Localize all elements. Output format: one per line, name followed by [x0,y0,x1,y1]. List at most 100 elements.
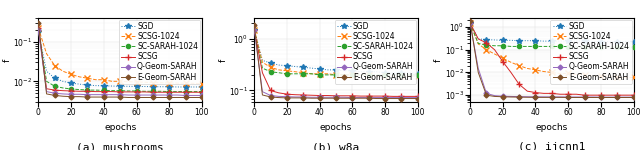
SC-SARAH-1024 [340,74,348,76]
Q-Geom-SARAH [267,95,275,96]
SC-SARAH-1024 [116,90,124,92]
Q-Geom-SARAH [190,94,198,96]
SGD [548,40,556,42]
Q-Geom-SARAH [397,97,405,99]
SCSG [300,94,307,96]
SCSG [84,90,92,92]
SC-SARAH-1024 [474,42,482,44]
E-Geom-SARAH [132,97,140,98]
Q-Geom-SARAH [308,96,316,98]
SC-SARAH-1024 [157,90,165,92]
SC-SARAH-1024 [597,46,605,48]
E-Geom-SARAH [491,96,499,97]
Q-Geom-SARAH [389,97,397,99]
SC-SARAH-1024 [300,73,307,75]
SC-SARAH-1024 [499,45,507,47]
SCSG [132,91,140,93]
SCSG [283,93,291,95]
SC-SARAH-1024 [613,46,621,48]
SCSG [483,42,490,44]
Q-Geom-SARAH [491,95,499,97]
SCSG [100,91,108,93]
SGD [373,71,381,73]
SC-SARAH-1024 [291,73,299,75]
SGD [84,84,92,86]
SCSG-1024 [406,75,413,77]
SC-SARAH-1024 [259,67,266,69]
E-Geom-SARAH [51,94,59,96]
E-Geom-SARAH [365,97,372,99]
SC-SARAH-1024 [275,72,283,74]
SGD [483,39,490,41]
SC-SARAH-1024 [507,46,515,47]
Q-Geom-SARAH [324,96,332,98]
SCSG-1024 [308,73,316,75]
SGD [499,39,507,41]
SC-SARAH-1024 [182,91,189,93]
Q-Geom-SARAH [406,97,413,99]
SCSG [349,95,356,97]
SC-SARAH-1024 [540,46,547,47]
Q-Geom-SARAH [605,96,613,98]
SC-SARAH-1024 [630,46,637,48]
SGD [43,70,51,72]
E-Geom-SARAH [621,97,629,98]
E-Geom-SARAH [483,94,490,96]
X-axis label: epochs: epochs [320,123,352,132]
E-Geom-SARAH [548,96,556,98]
SCSG [250,29,258,30]
Q-Geom-SARAH [532,96,540,98]
SCSG-1024 [291,71,299,73]
SGD [141,86,148,87]
Q-Geom-SARAH [59,93,67,95]
SCSG-1024 [141,81,148,83]
SCSG [76,90,83,92]
SCSG [406,96,413,97]
Q-Geom-SARAH [365,97,372,99]
SC-SARAH-1024 [556,46,564,47]
SCSG [397,96,405,97]
SCSG-1024 [173,82,181,84]
SGD [524,40,531,42]
SGD [605,41,613,42]
SCSG-1024 [589,75,596,77]
Line: SCSG: SCSG [467,20,636,98]
SC-SARAH-1024 [324,74,332,76]
SC-SARAH-1024 [84,89,92,91]
Y-axis label: f: f [434,58,443,62]
Q-Geom-SARAH [165,94,173,96]
SCSG-1024 [356,74,364,76]
E-Geom-SARAH [316,97,323,99]
SC-SARAH-1024 [173,91,181,93]
SCSG-1024 [507,61,515,63]
Q-Geom-SARAH [108,94,116,96]
SCSG-1024 [540,71,547,72]
E-Geom-SARAH [467,20,474,22]
SC-SARAH-1024 [108,90,116,92]
E-Geom-SARAH [373,98,381,99]
E-Geom-SARAH [389,98,397,99]
SC-SARAH-1024 [621,46,629,48]
SCSG [540,92,547,94]
SCSG [381,95,389,97]
E-Geom-SARAH [381,98,389,99]
SCSG-1024 [100,79,108,81]
SGD [340,70,348,72]
SCSG [515,83,523,85]
Line: SC-SARAH-1024: SC-SARAH-1024 [468,21,636,49]
SCSG-1024 [108,80,116,82]
SC-SARAH-1024 [589,46,596,48]
SCSG-1024 [397,75,405,77]
SCSG-1024 [67,74,75,75]
SGD [564,40,572,42]
SC-SARAH-1024 [51,85,59,87]
SCSG [157,91,165,93]
SC-SARAH-1024 [59,87,67,89]
SCSG [356,95,364,97]
SCSG [182,91,189,93]
SC-SARAH-1024 [548,46,556,47]
SC-SARAH-1024 [43,80,51,82]
SCSG [35,27,42,29]
SGD [59,80,67,82]
SCSG-1024 [548,72,556,73]
